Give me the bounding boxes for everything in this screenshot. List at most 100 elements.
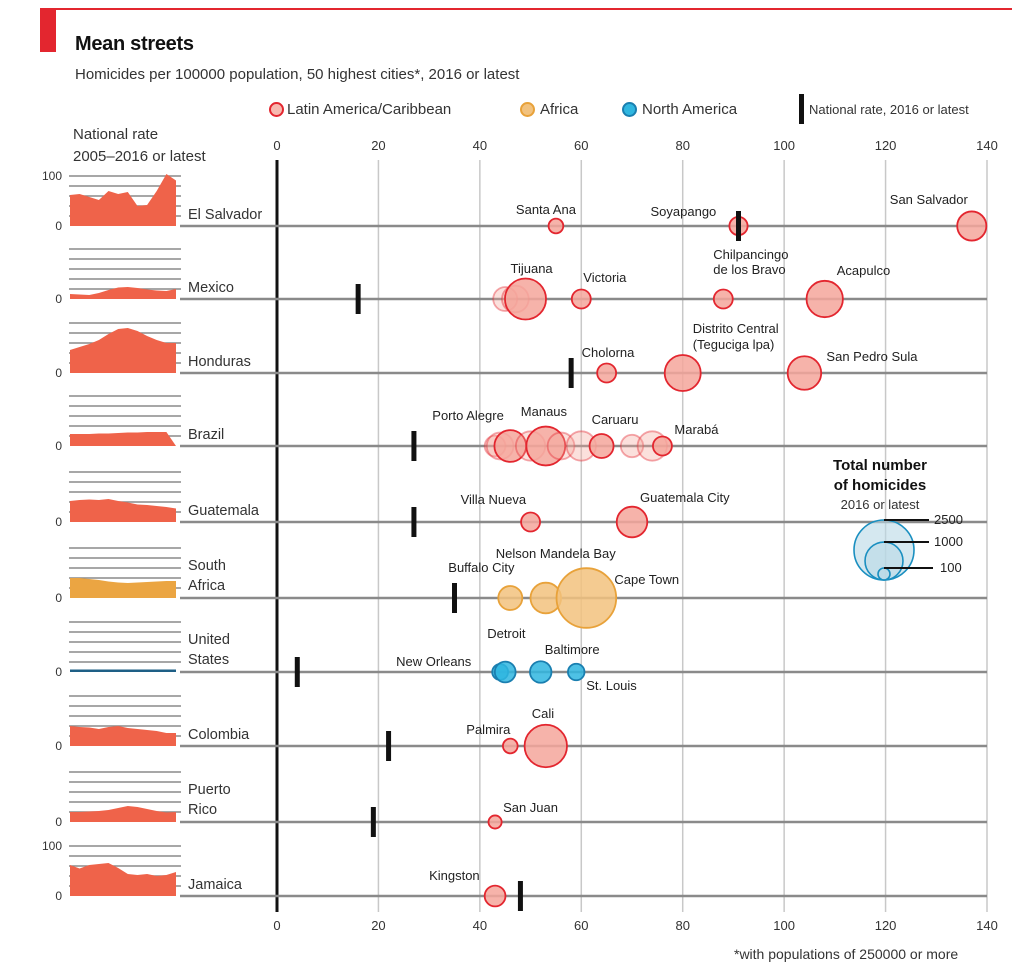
sparkline-zero-label: 0 xyxy=(55,366,62,380)
city-label: Acapulco xyxy=(837,263,890,278)
city-label: Santa Ana xyxy=(516,202,577,217)
city-bubbles: Santa Ana Soyapango San Salvador Tijuana Vic… xyxy=(294,192,988,911)
city-bubble xyxy=(615,505,649,539)
city-bubble xyxy=(570,288,592,310)
city-bubble xyxy=(555,567,618,629)
size-legend-subtitle: 2016 or latest xyxy=(841,497,920,512)
city-bubble xyxy=(805,279,844,319)
sparkline-zero-label: 0 xyxy=(55,739,62,753)
africa-legend-dot-icon xyxy=(520,101,535,117)
x-tick-label-bottom: 140 xyxy=(976,918,998,933)
x-tick-label-bottom: 60 xyxy=(574,918,588,933)
city-label: Tijuana xyxy=(511,261,554,276)
sparkline-area xyxy=(70,863,176,896)
size-legend-value: 2500 xyxy=(934,512,963,527)
city-label: St. Louis xyxy=(586,678,637,693)
country-name: Mexico xyxy=(188,280,234,296)
city-label: Soyapango xyxy=(651,204,717,219)
legend-national-rate: National rate, 2016 or latest xyxy=(799,94,969,124)
national-rate-marker xyxy=(386,731,392,761)
city-label: Victoria xyxy=(583,270,627,285)
namerica-legend-dot-icon xyxy=(622,101,637,117)
x-tick-label-top: 100 xyxy=(773,138,795,153)
city-label: Manaus xyxy=(521,404,568,419)
country-name: Rico xyxy=(188,802,217,818)
x-tick-label-top: 60 xyxy=(574,138,588,153)
city-label: Distrito Central xyxy=(693,321,779,336)
city-label: Palmira xyxy=(466,722,511,737)
x-tick-label-bottom: 0 xyxy=(273,918,280,933)
city-bubble xyxy=(487,814,503,830)
country-name: El Salvador xyxy=(188,207,262,223)
sparkline-zero-label: 0 xyxy=(55,889,62,903)
national-rate-marker xyxy=(411,507,417,537)
size-legend-value: 1000 xyxy=(934,534,963,549)
sparkline-area xyxy=(70,578,176,598)
country-name: Guatemala xyxy=(188,503,260,519)
city-bubble xyxy=(588,433,615,459)
city-bubble xyxy=(523,723,568,769)
national-rate-marker xyxy=(452,583,457,613)
city-label: San Juan xyxy=(503,800,558,815)
size-legend-value: 100 xyxy=(940,560,962,575)
country-name: United xyxy=(188,632,230,648)
city-bubble xyxy=(504,277,547,321)
latam-legend-dot-icon xyxy=(269,101,284,117)
national-rate-bar-icon xyxy=(799,94,804,124)
brand-tab xyxy=(40,8,56,52)
city-bubble xyxy=(525,425,567,467)
city-bubble xyxy=(596,362,618,384)
x-tick-label-bottom: 100 xyxy=(773,918,795,933)
sparkline-100-label: 100 xyxy=(42,839,62,853)
sparkline-zero-label: 0 xyxy=(55,815,62,829)
city-label: (Teguciga lpa) xyxy=(693,337,775,352)
x-tick-label-top: 40 xyxy=(473,138,487,153)
city-bubble xyxy=(786,355,823,391)
x-tick-label-top: 140 xyxy=(976,138,998,153)
city-bubble xyxy=(547,217,565,235)
city-label: Kingston xyxy=(429,868,480,883)
sparkline-zero-label: 0 xyxy=(55,515,62,529)
chart-subtitle: Homicides per 100000 population, 50 high… xyxy=(75,66,520,83)
city-label: Cali xyxy=(532,706,555,721)
city-bubble xyxy=(619,433,645,459)
legend-label: National rate, 2016 or latest xyxy=(809,101,969,117)
sparkline-area xyxy=(70,287,176,299)
legend-label: Latin America/Caribbean xyxy=(287,100,452,118)
sparkline-area xyxy=(70,432,176,446)
city-bubble xyxy=(956,210,988,242)
national-rate-marker xyxy=(294,657,300,687)
city-label: San Salvador xyxy=(890,192,969,207)
sparkline-100-label: 100 xyxy=(42,169,62,183)
legend-latin-america: Latin America/Caribbean xyxy=(269,98,451,120)
country-name: South xyxy=(188,558,226,574)
city-bubble xyxy=(502,737,519,755)
sparkline-zero-label: 0 xyxy=(55,591,62,605)
top-rule xyxy=(40,8,1012,10)
country-name: States xyxy=(188,652,229,668)
sparklines: 0 100 0 0 0 0 0 0 0 0 0 100 xyxy=(42,169,181,903)
national-rate-label-line2: 2005–2016 or latest xyxy=(73,148,206,165)
x-tick-label-top: 80 xyxy=(675,138,689,153)
city-label: Caruaru xyxy=(592,412,639,427)
city-bubble xyxy=(663,354,702,392)
country-name: Puerto xyxy=(188,782,231,798)
country-name: Colombia xyxy=(188,727,250,743)
city-bubble xyxy=(546,431,576,461)
national-rate-marker xyxy=(355,284,361,314)
legend-label: Africa xyxy=(540,100,579,118)
city-bubble xyxy=(529,660,553,684)
sparkline-area xyxy=(70,726,176,746)
legend-label: North America xyxy=(642,100,738,118)
city-label: Chilpancingo xyxy=(713,247,788,262)
sparkline-zero-label: 0 xyxy=(55,439,62,453)
city-label: Buffalo City xyxy=(448,560,515,575)
city-bubble xyxy=(652,435,673,457)
national-rate-label: National rate 2005–2016 or latest xyxy=(73,124,206,168)
national-rate-marker xyxy=(736,211,741,241)
sparkline-area xyxy=(70,174,176,226)
x-tick-label-bottom: 20 xyxy=(371,918,385,933)
city-label: Cape Town xyxy=(614,572,679,587)
sparkline-area xyxy=(70,499,176,522)
